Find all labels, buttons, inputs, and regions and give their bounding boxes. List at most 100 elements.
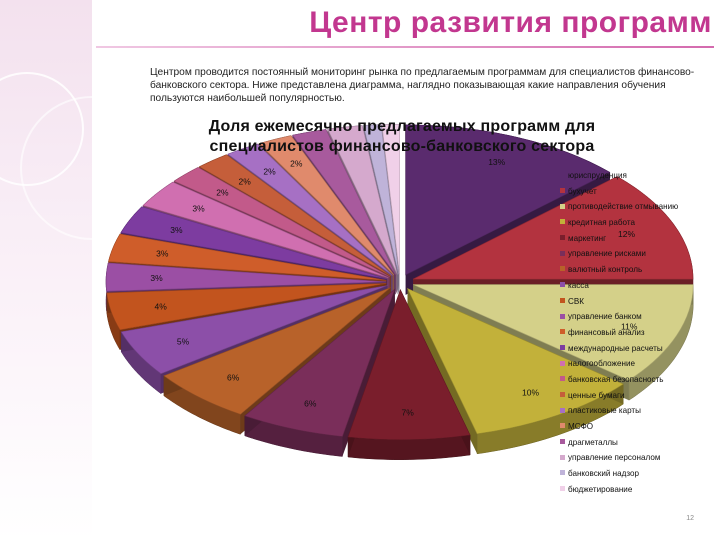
legend-item: юриспруденция [560, 168, 710, 184]
legend-item: валютный контроль [560, 262, 710, 278]
legend-swatch [560, 439, 565, 445]
legend-swatch [560, 407, 565, 413]
legend-label: банковский надзор [568, 469, 639, 479]
intro-text: Центром проводится постоянный мониторинг… [150, 67, 695, 104]
pie-value-label: 10% [522, 387, 539, 397]
pie-slice-20 [363, 124, 399, 275]
legend-item: финансовый анализ [560, 325, 710, 341]
legend-item: банковская безопасность [560, 372, 710, 388]
legend-item: МСФО [560, 419, 710, 435]
pie-value-label: 12% [618, 229, 635, 239]
pie-value-label: 5% [177, 336, 190, 346]
legend-item: банковский надзор [560, 466, 710, 482]
legend-label: управление персоналом [568, 453, 661, 463]
legend-item: драгметаллы [560, 435, 710, 451]
pie-slice-18 [292, 129, 396, 275]
legend-swatch [560, 188, 565, 194]
legend-swatch [560, 376, 565, 382]
legend-label: драгметаллы [568, 437, 618, 447]
legend-item: кредитная работа [560, 215, 710, 231]
legend-label: СВК [568, 296, 584, 306]
chart-legend: юриспруденция бухучет противодействие отмы… [560, 168, 710, 497]
legend-swatch [560, 423, 565, 429]
legend-swatch [560, 203, 565, 209]
pie-value-label: 11% [621, 321, 638, 331]
legend-swatch [560, 391, 565, 397]
pie-value-label: 2% [263, 167, 276, 177]
legend-swatch [560, 454, 565, 460]
legend-swatch [560, 329, 565, 335]
legend-item: касса [560, 278, 710, 294]
legend-label: маркетинг [568, 233, 607, 243]
pie-slice-14 [173, 167, 390, 277]
pie-value-label: 3% [156, 249, 169, 259]
pie-value-label: 3% [170, 225, 183, 235]
legend-label: противодействие отмыванию [568, 202, 679, 212]
legend-item: бюджетирование [560, 482, 710, 498]
legend-label: налогообложение [568, 359, 635, 369]
legend-label: ценные бумаги [568, 390, 625, 400]
legend-item: ценные бумаги [560, 388, 710, 404]
legend-swatch [560, 250, 565, 256]
pie-value-label: 2% [290, 159, 303, 169]
title-bar: Центр развития программ [0, 0, 720, 50]
legend-label: валютный контроль [568, 265, 643, 275]
pie-slice-3 [413, 284, 694, 381]
legend-label: пластиковые карты [568, 406, 641, 416]
pie-slice-wall [407, 288, 478, 454]
pie-slice-wall [342, 289, 395, 457]
legend-label: касса [568, 280, 589, 290]
legend-item: управление рисками [560, 246, 710, 262]
legend-label: кредитная работа [568, 218, 635, 228]
legend-item: противодействие отмыванию [560, 199, 710, 215]
pie-slice-17 [258, 135, 395, 276]
pie-value-label: 3% [150, 273, 163, 283]
pie-slice-9 [106, 283, 387, 331]
legend-swatch [560, 172, 565, 178]
legend-swatch [560, 235, 565, 241]
legend-item: международные расчеты [560, 341, 710, 357]
pie-value-label: 13% [488, 157, 505, 167]
pie-value-label: 4% [155, 302, 168, 312]
legend-item: налогообложение [560, 356, 710, 372]
pie-slice-12 [120, 206, 388, 280]
pie-slice-5 [347, 288, 471, 440]
legend-swatch [560, 219, 565, 225]
page-number: 12 [686, 515, 694, 522]
slide-title: Центр развития программ [309, 6, 712, 39]
pie-slice-2 [412, 176, 694, 280]
pie-value-label: 2% [239, 176, 252, 186]
pie-slice-19 [327, 125, 398, 275]
pie-value-label: 6% [227, 372, 240, 382]
legend-label: финансовый анализ [568, 327, 645, 337]
legend-item: пластиковые карты [560, 403, 710, 419]
pie-value-label: 7% [402, 408, 415, 418]
legend-swatch [560, 486, 565, 492]
pie-slice-7 [163, 287, 391, 415]
pie-slice-11 [108, 233, 387, 281]
legend-swatch [560, 282, 565, 288]
pie-slice-13 [142, 181, 389, 278]
legend-label: МСФО [568, 422, 594, 431]
pie-slice-10 [105, 262, 387, 292]
decorative-ring [20, 96, 164, 240]
pie-slice-4 [406, 287, 624, 435]
legend-item: управление банком [560, 309, 710, 325]
legend-label: юриспруденция [568, 171, 627, 180]
pie-value-label: 3% [192, 204, 205, 214]
legend-swatch [560, 470, 565, 476]
legend-label: бухучет [568, 186, 597, 196]
title-underline [96, 46, 714, 48]
legend-label: управление банком [568, 312, 642, 322]
pie-value-label: 6% [304, 399, 317, 409]
legend-swatch [560, 360, 565, 366]
legend-label: банковская безопасность [568, 374, 664, 384]
legend-item: СВК [560, 294, 710, 310]
pie-slice-16 [227, 143, 393, 276]
legend-label: бюджетирование [568, 484, 633, 494]
legend-swatch [560, 313, 565, 319]
pie-slice-15 [198, 154, 392, 277]
legend-swatch [560, 297, 565, 303]
pie-value-label: 2% [216, 188, 229, 198]
